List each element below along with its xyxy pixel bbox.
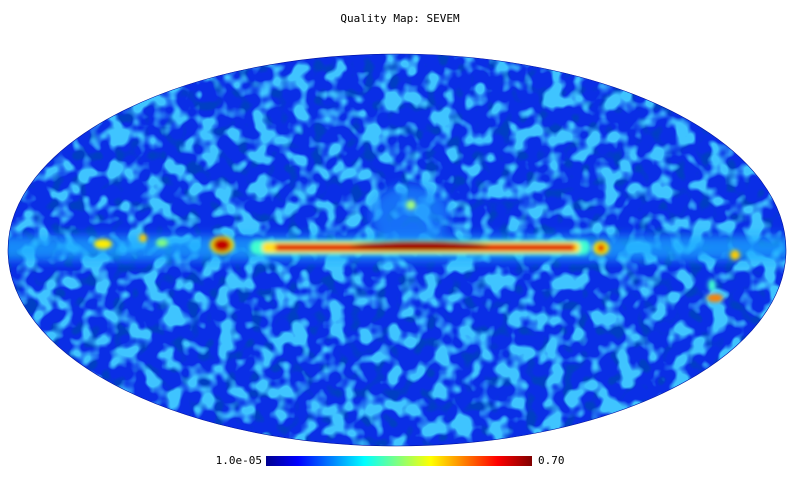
colorbar-max-label: 0.70 <box>538 454 565 467</box>
sky-map <box>8 54 786 446</box>
sky-outline <box>7 53 787 447</box>
galactic-plane <box>94 200 740 302</box>
colorbar-min-label: 1.0e-05 <box>216 454 262 467</box>
colorbar: 1.0e-05 0.70 <box>216 454 565 467</box>
map-title: Quality Map: SEVEM <box>340 12 460 25</box>
colorbar-gradient <box>266 456 532 466</box>
